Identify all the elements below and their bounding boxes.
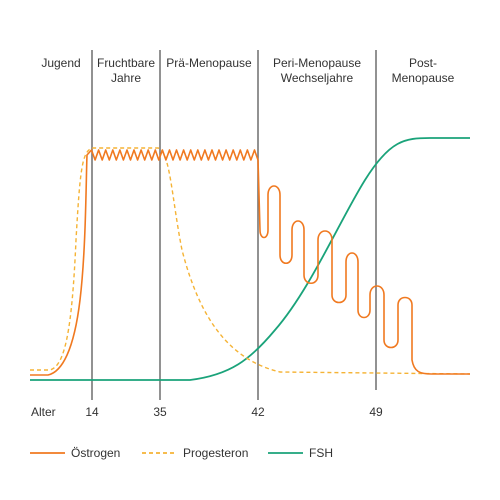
x-tick-label: 35	[153, 405, 167, 419]
phase-label-line: Fruchtbare	[97, 56, 155, 70]
x-axis-ticks: 14 35 42 49	[85, 405, 383, 419]
legend: Östrogen Progesteron FSH	[30, 446, 333, 460]
phase-label: Peri-Menopause Wechseljahre	[273, 56, 361, 85]
legend-item: FSH	[268, 446, 333, 460]
legend-label: Östrogen	[71, 446, 120, 460]
series-line-fsh	[30, 137, 470, 381]
series-line-oestrogen	[30, 149, 470, 376]
x-tick-label: 49	[369, 405, 383, 419]
legend-item: Progesteron	[142, 446, 248, 460]
x-axis-label: Alter	[31, 405, 56, 419]
x-tick-label: 42	[251, 405, 265, 419]
phase-label-line: Jahre	[111, 71, 141, 85]
phase-label-line: Post-	[409, 56, 437, 70]
legend-item: Östrogen	[30, 446, 120, 460]
phase-label-line: Prä-Menopause	[166, 56, 252, 70]
phase-label: Jugend	[41, 56, 80, 70]
phase-label-line: Menopause	[392, 71, 455, 85]
phase-label: Post-Menopause	[392, 56, 455, 85]
phase-label-line: Jugend	[41, 56, 80, 70]
phase-dividers	[91, 50, 377, 400]
phase-label-line: Wechseljahre	[281, 71, 354, 85]
legend-label: Progesteron	[183, 446, 248, 460]
x-axis: Alter	[31, 405, 56, 419]
phase-label: Fruchtbare Jahre	[97, 56, 155, 85]
legend-label: FSH	[309, 446, 333, 460]
phase-label: Prä-Menopause	[166, 56, 252, 70]
series-line-progesteron	[30, 147, 471, 375]
phase-labels: Jugend Fruchtbare Jahre Prä-Menopause Peri-M…	[41, 56, 454, 85]
x-tick-label: 14	[85, 405, 99, 419]
phase-label-line: Peri-Menopause	[273, 56, 361, 70]
hormone-curves	[30, 137, 471, 381]
